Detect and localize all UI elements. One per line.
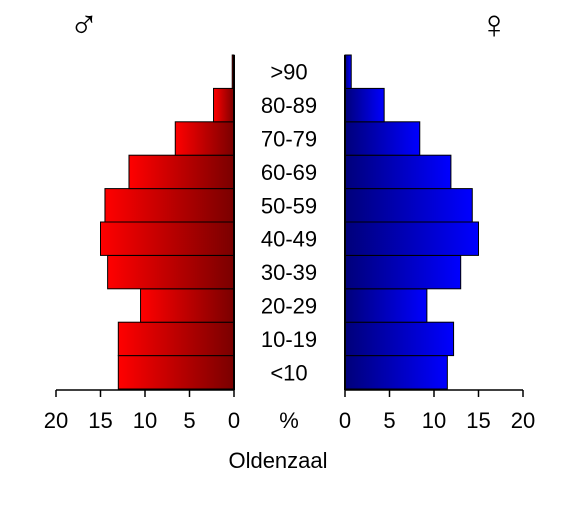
female-tick-label-1: 5 xyxy=(383,408,395,433)
male-bar-4 xyxy=(100,221,235,256)
unit-label: % xyxy=(279,408,299,433)
female-bar-4 xyxy=(344,221,479,256)
female-bar-1 xyxy=(344,321,455,357)
age-group-label-4: 40-49 xyxy=(261,227,317,252)
male-bar-2 xyxy=(140,288,235,323)
age-group-label-9: >90 xyxy=(270,60,307,85)
female-tick-label-2: 10 xyxy=(422,408,446,433)
male-bar-6 xyxy=(128,154,235,190)
age-group-label-2: 20-29 xyxy=(261,294,317,319)
male-tick-label-3: 15 xyxy=(88,408,112,433)
age-group-label-5: 50-59 xyxy=(261,193,317,218)
female-bar-7 xyxy=(344,121,421,156)
female-bar-5 xyxy=(344,188,473,223)
age-group-labels: <10 10-19 20-29 30-39 40-49 50-59 60-69 70-79 80… xyxy=(261,60,317,386)
female-bars xyxy=(344,54,479,390)
male-tick-label-1: 5 xyxy=(183,408,195,433)
female-bar-0 xyxy=(344,355,448,390)
male-x-axis: 0 5 10 15 20 xyxy=(44,389,240,433)
male-symbol: ♂ xyxy=(69,3,99,47)
female-symbol: ♀ xyxy=(479,3,509,47)
female-bar-3 xyxy=(344,254,462,290)
female-tick-label-4: 20 xyxy=(511,408,535,433)
age-group-label-0: <10 xyxy=(270,360,307,385)
female-tick-label-3: 15 xyxy=(466,408,490,433)
male-bars xyxy=(100,54,235,390)
female-bar-6 xyxy=(344,154,452,190)
male-tick-label-0: 0 xyxy=(228,408,240,433)
age-group-label-3: 30-39 xyxy=(261,260,317,285)
male-bar-0 xyxy=(117,355,235,390)
male-tick-label-4: 20 xyxy=(44,408,68,433)
female-bar-2 xyxy=(344,288,428,323)
chart-title: Oldenzaal xyxy=(228,448,327,473)
male-bar-1 xyxy=(117,321,235,357)
male-tick-label-2: 10 xyxy=(133,408,157,433)
male-bar-5 xyxy=(104,188,235,223)
female-x-axis: 0 5 10 15 20 xyxy=(339,389,535,433)
male-bar-7 xyxy=(174,121,235,156)
age-group-label-1: 10-19 xyxy=(261,327,317,352)
male-bar-8 xyxy=(213,87,235,123)
female-tick-label-0: 0 xyxy=(339,408,351,433)
female-bar-8 xyxy=(344,87,385,123)
age-group-label-8: 80-89 xyxy=(261,93,317,118)
age-group-label-7: 70-79 xyxy=(261,127,317,152)
male-bar-3 xyxy=(107,254,235,290)
age-group-label-6: 60-69 xyxy=(261,160,317,185)
